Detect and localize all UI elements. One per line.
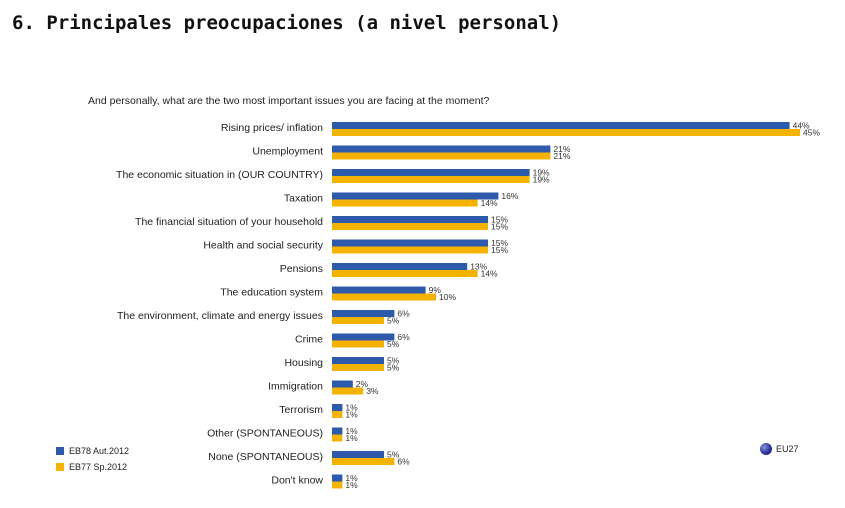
bar-eb78: [332, 357, 384, 364]
category-label: Terrorism: [279, 404, 323, 416]
data-label: 1%: [345, 473, 358, 483]
bar-eb78: [332, 169, 530, 176]
bar-eb78: [332, 239, 488, 247]
data-label: 21%: [553, 151, 570, 161]
data-label: 21%: [553, 144, 570, 154]
data-label: 44%: [793, 121, 810, 131]
category-label: The economic situation in (OUR COUNTRY): [116, 169, 323, 181]
legend-swatch-eb77: [56, 463, 64, 471]
bar-eb78: [332, 333, 395, 341]
category-label: The environment, climate and energy issu…: [117, 310, 323, 322]
data-label: 1%: [345, 410, 358, 420]
bar-eb77: [332, 129, 800, 136]
legend-label-eb78: EB78 Aut.2012: [69, 446, 130, 456]
data-label: 6%: [397, 457, 410, 467]
bar-eb77: [332, 364, 384, 371]
data-label: 15%: [491, 238, 508, 248]
category-label: Immigration: [268, 381, 323, 393]
category-label: Other (SPONTANEOUS): [207, 428, 323, 440]
chart-question: And personally, what are the two most im…: [88, 95, 490, 107]
category-label: Unemployment: [252, 146, 323, 158]
page-title: 6. Principales preocupaciones (a nivel p…: [12, 12, 562, 34]
data-label: 5%: [387, 316, 400, 326]
legend-swatch-eb78: [56, 447, 64, 455]
bar-eb77: [332, 411, 343, 418]
bar-eb78: [332, 145, 551, 153]
bar-eb77: [332, 270, 478, 277]
category-label: The financial situation of your househol…: [135, 216, 323, 228]
bar-eb77: [332, 293, 436, 301]
bar-eb78: [332, 380, 353, 388]
region-legend: EU27: [760, 443, 799, 455]
data-label: 14%: [481, 269, 498, 279]
data-label: 6%: [397, 309, 410, 319]
data-label: 9%: [429, 285, 442, 295]
data-label: 16%: [501, 191, 518, 201]
bar-eb78: [332, 404, 343, 411]
category-label: None (SPONTANEOUS): [208, 451, 323, 463]
bar-eb77: [332, 152, 551, 160]
bar-eb77: [332, 223, 488, 230]
bar-eb78: [332, 122, 790, 129]
legend-item-eb78: EB78 Aut.2012: [56, 446, 129, 456]
legend-item-eb77: EB77 Sp.2012: [56, 462, 127, 472]
data-label: 5%: [387, 363, 400, 373]
bar-eb77: [332, 458, 395, 465]
bar-eb78: [332, 474, 343, 482]
data-label: 14%: [481, 198, 498, 208]
bar-eb77: [332, 317, 384, 324]
bar-eb78: [332, 192, 499, 200]
data-label: 45%: [803, 128, 820, 138]
data-label: 5%: [387, 356, 400, 366]
category-label: The education system: [220, 287, 323, 299]
category-label: Pensions: [280, 263, 323, 275]
bar-eb77: [332, 246, 488, 254]
category-label: Crime: [295, 334, 323, 346]
data-label: 15%: [491, 215, 508, 225]
eu-globe-icon: [760, 443, 772, 455]
bar-eb77: [332, 387, 364, 395]
category-label: Taxation: [284, 193, 323, 205]
bar-eb78: [332, 216, 488, 223]
region-label: EU27: [776, 444, 799, 454]
data-label: 1%: [345, 403, 358, 413]
bar-eb78: [332, 286, 426, 294]
data-label: 1%: [345, 480, 358, 490]
data-label: 6%: [397, 332, 410, 342]
bar-eb78: [332, 451, 384, 458]
bar-eb77: [332, 481, 343, 489]
bar-eb77: [332, 199, 478, 207]
bar-eb77: [332, 176, 530, 183]
category-label: Housing: [284, 357, 323, 369]
data-label: 2%: [356, 379, 369, 389]
data-label: 3%: [366, 386, 379, 396]
data-label: 5%: [387, 450, 400, 460]
bar-eb77: [332, 340, 384, 348]
data-label: 15%: [491, 222, 508, 232]
category-label: Health and social security: [203, 240, 323, 252]
data-label: 19%: [533, 168, 550, 178]
bar-eb77: [332, 434, 343, 442]
bar-eb78: [332, 263, 468, 270]
data-label: 13%: [470, 262, 487, 272]
bar-eb78: [332, 310, 395, 317]
data-label: 1%: [345, 433, 358, 443]
legend-label-eb77: EB77 Sp.2012: [69, 462, 128, 472]
category-label: Rising prices/ inflation: [221, 122, 323, 134]
data-label: 10%: [439, 292, 456, 302]
data-label: 19%: [533, 175, 550, 185]
category-label: Don't know: [271, 475, 323, 487]
bar-eb78: [332, 427, 343, 435]
data-label: 5%: [387, 339, 400, 349]
data-label: 15%: [491, 245, 508, 255]
data-label: 1%: [345, 426, 358, 436]
